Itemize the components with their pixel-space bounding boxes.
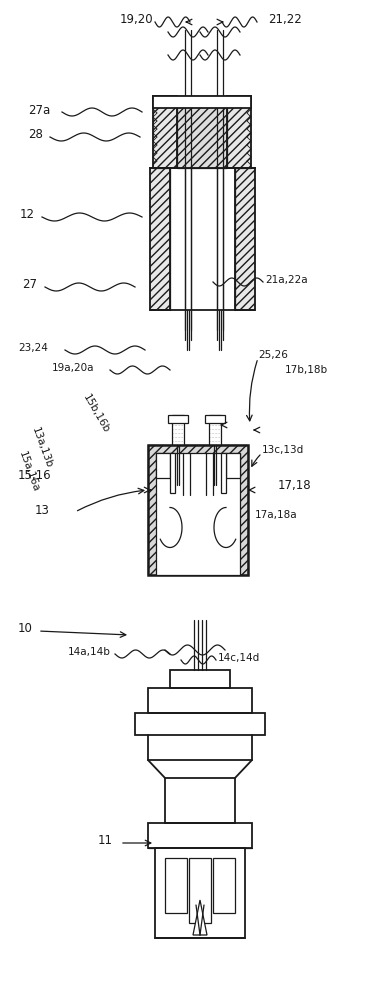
Bar xyxy=(165,858,187,913)
Bar xyxy=(170,453,175,493)
Text: 23,24: 23,24 xyxy=(18,343,48,353)
Bar xyxy=(209,415,221,445)
Bar xyxy=(148,823,252,848)
Bar xyxy=(148,688,252,713)
Text: 17,18: 17,18 xyxy=(278,479,312,491)
Bar xyxy=(155,848,245,938)
Bar xyxy=(226,453,240,478)
Bar xyxy=(153,96,251,108)
Text: 21a,22a: 21a,22a xyxy=(265,275,308,285)
Text: 15,16: 15,16 xyxy=(18,470,52,483)
Text: 17b,18b: 17b,18b xyxy=(285,365,328,375)
Bar xyxy=(177,96,227,168)
Bar xyxy=(153,96,177,168)
Bar xyxy=(227,96,251,168)
Bar xyxy=(150,168,170,310)
Polygon shape xyxy=(193,900,207,935)
Text: 19,20: 19,20 xyxy=(120,13,153,26)
Text: 11: 11 xyxy=(98,834,113,846)
Bar xyxy=(150,168,170,310)
Text: 25,26: 25,26 xyxy=(258,350,288,360)
Text: 14c,14d: 14c,14d xyxy=(218,653,260,663)
Bar xyxy=(156,453,240,575)
Bar xyxy=(148,445,248,575)
Text: 13c,13d: 13c,13d xyxy=(262,445,304,455)
Bar xyxy=(221,453,226,493)
Text: 10: 10 xyxy=(18,621,33,635)
Bar xyxy=(172,415,184,445)
Text: 28: 28 xyxy=(28,128,43,141)
Text: 12: 12 xyxy=(20,209,35,222)
Text: 14a,14b: 14a,14b xyxy=(68,647,111,657)
Text: 19a,20a: 19a,20a xyxy=(52,363,95,373)
Text: 15b,16b: 15b,16b xyxy=(81,392,111,435)
Text: 17a,18a: 17a,18a xyxy=(255,510,297,520)
Text: 15a,16a: 15a,16a xyxy=(17,450,41,494)
Bar xyxy=(170,670,230,688)
Bar xyxy=(148,445,248,575)
Bar xyxy=(227,96,251,168)
Bar xyxy=(177,96,227,168)
Bar xyxy=(135,713,265,735)
Bar xyxy=(168,415,188,423)
Text: 27: 27 xyxy=(22,278,37,292)
Text: 21,22: 21,22 xyxy=(268,13,302,26)
Text: 13a,13b: 13a,13b xyxy=(30,426,54,470)
Bar xyxy=(165,778,235,823)
Bar xyxy=(235,168,255,310)
Text: 27a: 27a xyxy=(28,104,50,116)
Text: 13: 13 xyxy=(35,504,50,516)
Bar xyxy=(205,415,225,423)
Bar xyxy=(235,168,255,310)
Bar xyxy=(153,96,177,168)
Bar xyxy=(189,858,211,923)
Bar xyxy=(156,453,170,478)
Bar xyxy=(213,858,235,913)
